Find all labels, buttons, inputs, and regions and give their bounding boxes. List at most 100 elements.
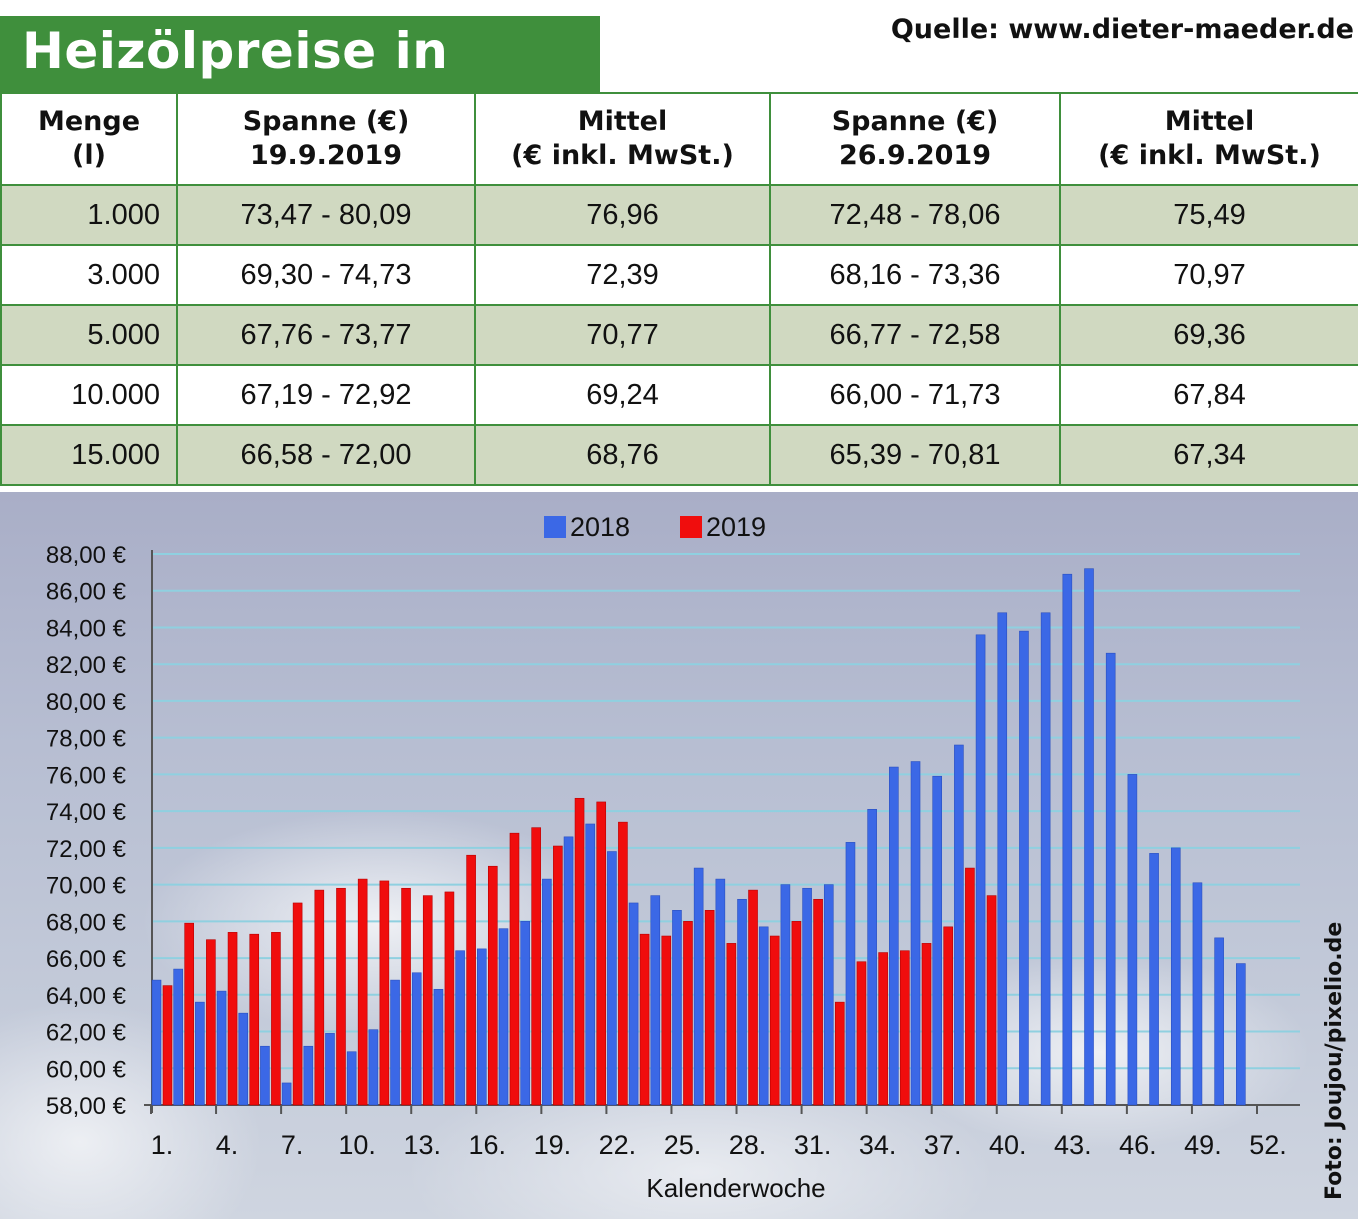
cell-mean-2: 70,97	[1059, 244, 1358, 306]
table-row: 3.000 69,30 - 74,73 72,39 68,16 - 73,36 …	[0, 244, 1358, 306]
y-tick-label: 88,00 €	[46, 542, 127, 569]
cell-quantity: 10.000	[0, 364, 178, 426]
bar-2018	[628, 902, 639, 1106]
cell-mean-1: 69,24	[474, 364, 771, 426]
x-tick-label: 43.	[1054, 1130, 1092, 1160]
table-row: 15.000 66,58 - 72,00 68,76 65,39 - 70,81…	[0, 424, 1358, 486]
bar-2018	[889, 766, 899, 1106]
x-tick-label: 46.	[1119, 1130, 1157, 1160]
bar-2018	[542, 878, 552, 1106]
bar-2018	[151, 979, 162, 1106]
bar-2018	[1236, 963, 1246, 1106]
cell-mean-1: 68,76	[474, 424, 771, 486]
bar-2019	[184, 922, 194, 1106]
legend-2019: 2019	[680, 512, 767, 542]
cell-range-1: 66,58 - 72,00	[176, 424, 476, 486]
x-tick-label: 16.	[469, 1130, 507, 1160]
bar-2018	[520, 921, 530, 1106]
bar-2018	[260, 1045, 270, 1106]
bar-2018	[238, 1012, 249, 1106]
x-tick-label: 40.	[989, 1130, 1027, 1160]
bar-2018	[1040, 612, 1051, 1106]
bar-2018	[346, 1051, 357, 1106]
legend-label-2019: 2019	[706, 512, 767, 542]
bar-2018	[693, 867, 704, 1106]
bar-2018	[845, 842, 856, 1106]
bar-2018	[1192, 882, 1203, 1106]
bar-2019	[509, 832, 520, 1106]
chart-canvas: 58,00 € 60,00 € 62,00 € 64,00 € 66,00 € 68,00…	[46, 542, 1300, 1203]
x-axis-title: Kalenderwoche	[646, 1173, 825, 1203]
cell-range-2: 65,39 - 70,81	[769, 424, 1061, 486]
table-header-row: Menge (l) Spanne (€) 19.9.2019 Mittel (€ in…	[0, 92, 1358, 186]
y-tick-label: 84,00 €	[46, 615, 127, 642]
bar-2019	[314, 889, 325, 1106]
bar-2019	[292, 902, 303, 1106]
bar-2019	[748, 889, 758, 1106]
bar-2019	[813, 898, 823, 1106]
x-tick-label: 52.	[1249, 1130, 1287, 1160]
x-tick-label: 1.	[151, 1130, 174, 1160]
bar-2018	[1019, 630, 1029, 1106]
cell-quantity: 5.000	[0, 304, 178, 366]
bar-2019	[921, 943, 932, 1106]
x-tick-label: 28.	[729, 1130, 767, 1160]
x-tick-label: 10.	[338, 1130, 376, 1160]
cell-mean-2: 67,34	[1059, 424, 1358, 486]
bar-2019	[336, 887, 346, 1106]
bar-2019	[769, 935, 780, 1106]
bar-2018	[411, 972, 422, 1106]
bar-2018	[390, 979, 400, 1106]
cell-quantity: 1.000	[0, 184, 178, 246]
header-quantity: Menge (l)	[0, 92, 178, 186]
bar-2018	[1084, 568, 1094, 1106]
bar-2018	[932, 775, 943, 1106]
x-tick-label: 22.	[599, 1130, 637, 1160]
bar-2019	[791, 921, 802, 1106]
bar-2019	[401, 887, 411, 1106]
bar-2019	[900, 950, 910, 1106]
bar-2018	[954, 744, 964, 1106]
bar-2018	[1127, 774, 1138, 1106]
bar-2019	[618, 821, 628, 1106]
bar-2018	[325, 1033, 335, 1106]
header-mean-2: Mittel (€ inkl. MwSt.)	[1059, 92, 1358, 186]
bar-2018	[476, 948, 487, 1106]
bar-2019	[596, 801, 607, 1106]
bar-2019	[531, 827, 541, 1106]
bar-2018	[281, 1082, 292, 1106]
bar-2018	[758, 926, 769, 1106]
bar-2018	[1170, 847, 1181, 1106]
bar-2018	[802, 887, 812, 1106]
x-tick-label: 34.	[859, 1130, 897, 1160]
bar-2019	[357, 878, 368, 1106]
y-tick-label: 66,00 €	[46, 946, 127, 973]
bar-2018	[216, 990, 227, 1106]
y-tick-label: 72,00 €	[46, 836, 127, 863]
cell-range-2: 66,00 - 71,73	[769, 364, 1061, 426]
x-tick-label: 31.	[794, 1130, 832, 1160]
x-tick-label: 37.	[924, 1130, 962, 1160]
y-tick-label: 68,00 €	[46, 909, 127, 936]
cell-mean-2: 75,49	[1059, 184, 1358, 246]
bar-2019	[444, 891, 455, 1106]
x-tick-label: 7.	[281, 1130, 304, 1160]
cell-mean-2: 67,84	[1059, 364, 1358, 426]
x-tick-label: 13.	[403, 1130, 441, 1160]
legend-2018: 2018	[544, 514, 630, 541]
legend-swatch-2019	[680, 516, 702, 538]
price-chart: 2018 2019 58,00 € 60,00 € 62,00 € 64,00 € 66…	[0, 492, 1358, 1219]
bar-2018	[823, 884, 834, 1106]
x-tick-label: 25.	[664, 1130, 702, 1160]
bar-2019	[726, 943, 737, 1106]
bar-2019	[878, 952, 888, 1106]
y-tick-label: 62,00 €	[46, 1020, 127, 1047]
bar-2019	[965, 867, 975, 1106]
y-tick-label: 64,00 €	[46, 983, 127, 1010]
x-tick-label: 4.	[216, 1130, 239, 1160]
bar-2018	[715, 878, 726, 1106]
header-range-1: Spanne (€) 19.9.2019	[176, 92, 476, 186]
y-tick-label: 82,00 €	[46, 652, 127, 679]
bar-2019	[162, 985, 173, 1106]
cell-range-1: 67,76 - 73,77	[176, 304, 476, 366]
